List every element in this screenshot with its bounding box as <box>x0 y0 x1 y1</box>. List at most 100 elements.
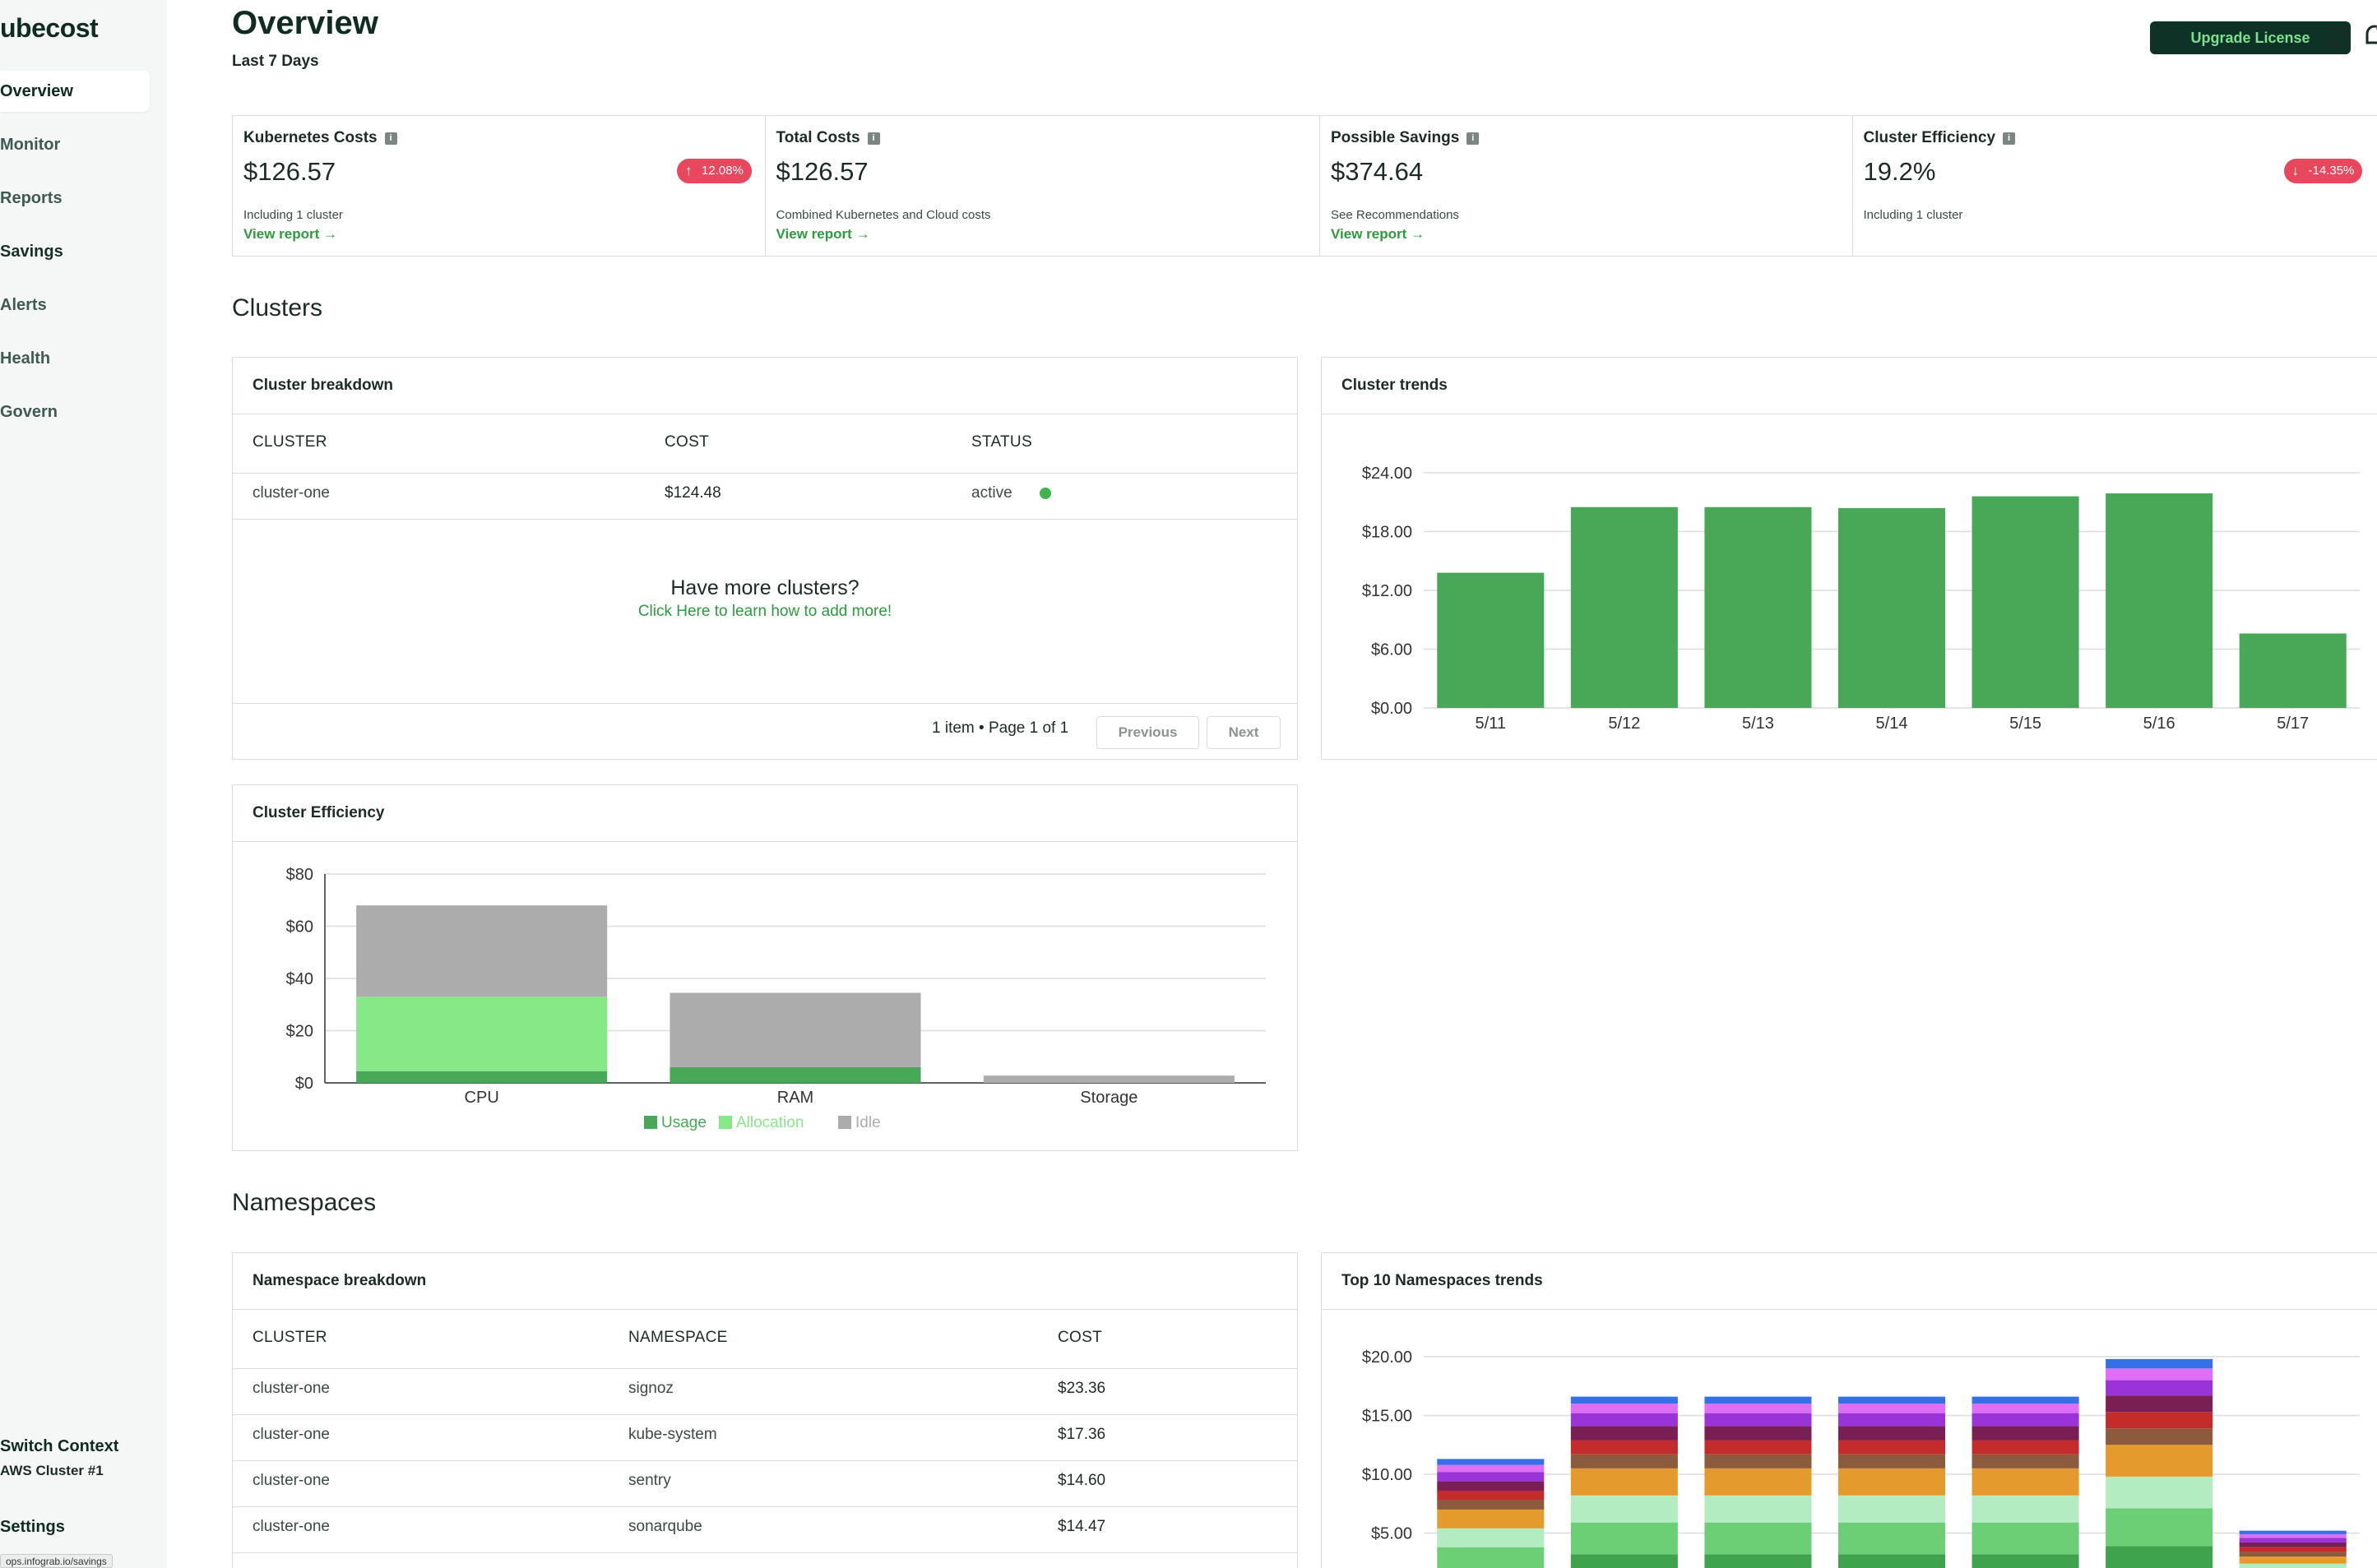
bar-segment-ns2 <box>1437 1547 1545 1568</box>
x-tick-label: Storage <box>1080 1089 1138 1107</box>
info-icon[interactable]: i <box>867 132 880 145</box>
date-range-label[interactable]: Last 7 Days <box>232 53 319 70</box>
sidebar-item-monitor[interactable]: Monitor <box>0 136 61 154</box>
table-row-cost: $17.36 <box>1058 1426 1106 1443</box>
change-badge: ↓ -14.35% <box>2283 159 2363 183</box>
info-icon[interactable]: i <box>2003 132 2016 145</box>
divider <box>233 1460 1297 1461</box>
summary-cards: Kubernetes Costs i $126.57 ↑ 12.08% Includ… <box>232 115 2377 257</box>
table-row-cluster[interactable]: cluster-one <box>253 1518 330 1535</box>
legend-swatch-usage <box>644 1116 657 1129</box>
link-url-tooltip: ops.infograb.io/savings <box>0 1554 113 1568</box>
y-tick-label: $0.00 <box>1371 700 1412 718</box>
panel-title: Top 10 Namespaces trends <box>1341 1272 1543 1289</box>
divider <box>233 703 1297 704</box>
cluster-name-cell[interactable]: cluster-one <box>253 484 330 502</box>
y-tick-label: $0 <box>295 1075 313 1093</box>
divider <box>233 519 1297 520</box>
bar-segment-ns5 <box>1972 1454 2079 1469</box>
table-row-cluster[interactable]: cluster-one <box>253 1426 330 1443</box>
possible-savings-card: Possible Savings i $374.64 See Recommenda… <box>1320 116 1853 256</box>
y-tick-label: $40 <box>286 970 313 988</box>
next-page-button[interactable]: Next <box>1207 716 1281 749</box>
bar-segment-ns1 <box>1972 1554 2079 1568</box>
bar-segment-ns8 <box>1837 1413 1946 1427</box>
legend-label-usage: Usage <box>661 1114 707 1131</box>
column-header-cost[interactable]: COST <box>665 433 709 451</box>
bar-segment-ns7 <box>1437 1481 1545 1492</box>
view-report-link[interactable]: View report → <box>1331 226 1425 243</box>
divider <box>233 473 1297 474</box>
card-value: $126.57 <box>776 157 869 186</box>
table-row-namespace[interactable]: kube-system <box>628 1426 717 1443</box>
cluster-efficiency-panel: Cluster Efficiency $0 $20 $40 $60 $80 CPU RAM S… <box>232 784 1298 1151</box>
refresh-icon[interactable] <box>2324 23 2352 51</box>
bar-segment-ns2 <box>1570 1522 1678 1555</box>
bar-segment-ns6 <box>2239 1547 2347 1552</box>
status-active-dot <box>1040 488 1051 499</box>
bar-segment-ns10 <box>2239 1530 2347 1534</box>
sidebar-item-reports[interactable]: Reports <box>0 189 63 207</box>
column-header-namespace[interactable]: NAMESPACE <box>628 1329 728 1346</box>
add-clusters-link[interactable]: Click Here to learn how to add more! <box>637 603 892 620</box>
bar-segment-ns3 <box>1704 1495 1812 1523</box>
bar <box>1837 507 1946 708</box>
namespaces-section-title: Namespaces <box>232 1189 377 1216</box>
bar-segment-ns10 <box>1837 1396 1946 1404</box>
more-clusters-heading: Have more clusters? <box>670 576 860 599</box>
column-header-cluster[interactable]: CLUSTER <box>253 1329 327 1346</box>
table-row-cluster[interactable]: cluster-one <box>253 1380 330 1397</box>
page-title: Overview <box>232 5 378 41</box>
bar-segment-ns8 <box>2106 1380 2213 1396</box>
panel-title: Cluster breakdown <box>253 377 394 394</box>
card-value: 19.2% <box>1863 157 1936 186</box>
bar-segment-ns8 <box>1972 1413 2079 1427</box>
column-header-cluster[interactable]: CLUSTER <box>253 433 327 451</box>
bar-segment-ns3 <box>1570 1495 1678 1523</box>
bar-segment-ns1 <box>2106 1546 2213 1568</box>
sidebar-item-alerts[interactable]: Alerts <box>0 296 47 314</box>
card-note: Including 1 cluster <box>243 208 343 222</box>
table-row-namespace[interactable]: sentry <box>628 1472 671 1489</box>
bar <box>1437 572 1545 708</box>
sidebar-item-health[interactable]: Health <box>0 349 51 368</box>
info-icon[interactable]: i <box>384 132 397 145</box>
app-logo[interactable]: ubecost <box>0 13 99 43</box>
arrow-up-icon: ↑ <box>685 163 693 178</box>
bar-segment-ns7 <box>2106 1395 2213 1413</box>
sidebar-item-settings[interactable]: Settings <box>0 1518 65 1536</box>
bar-segment-ns4 <box>1570 1468 1678 1496</box>
bar-segment-ns6 <box>1570 1440 1678 1455</box>
switch-context-button[interactable]: Switch Context <box>0 1437 119 1455</box>
bell-icon[interactable] <box>2362 21 2377 51</box>
column-header-status[interactable]: STATUS <box>971 433 1032 451</box>
table-row-cluster[interactable]: cluster-one <box>253 1472 330 1489</box>
card-value: $374.64 <box>1331 157 1424 186</box>
bar-segment-ns5 <box>1837 1454 1946 1469</box>
table-row-namespace[interactable]: sonarqube <box>628 1518 702 1535</box>
info-icon[interactable]: i <box>1467 132 1480 145</box>
divider <box>233 1552 1297 1553</box>
view-report-link[interactable]: View report → <box>243 226 337 243</box>
bar-segment-ns8 <box>2239 1538 2347 1543</box>
bar-segment-ns9 <box>2106 1368 2213 1381</box>
sidebar-item-govern[interactable]: Govern <box>0 403 58 421</box>
bar-segment-ns7 <box>1837 1426 1946 1441</box>
bar-segment-ns3 <box>1972 1495 2079 1523</box>
bar-segment-ns10 <box>1570 1396 1678 1404</box>
column-header-cost[interactable]: COST <box>1058 1329 1102 1346</box>
bar-segment-ns3 <box>1837 1495 1946 1523</box>
previous-page-button[interactable]: Previous <box>1096 716 1199 749</box>
bar-segment-ns4 <box>1437 1509 1545 1529</box>
upgrade-license-button[interactable]: Upgrade License <box>2150 21 2351 54</box>
sidebar-item-savings[interactable]: Savings <box>0 243 63 261</box>
bar-segment-idle <box>670 992 921 1067</box>
view-report-label: View report <box>776 226 852 242</box>
bar-segment-ns7 <box>1972 1426 2079 1441</box>
view-report-link[interactable]: View report → <box>776 226 870 243</box>
legend-label-allocation: Allocation <box>736 1114 804 1131</box>
sidebar-item-overview[interactable]: Overview <box>0 71 150 112</box>
bar-segment-ns10 <box>1972 1396 2079 1404</box>
table-row-namespace[interactable]: signoz <box>628 1380 674 1397</box>
bar-segment-ns9 <box>1437 1464 1545 1473</box>
